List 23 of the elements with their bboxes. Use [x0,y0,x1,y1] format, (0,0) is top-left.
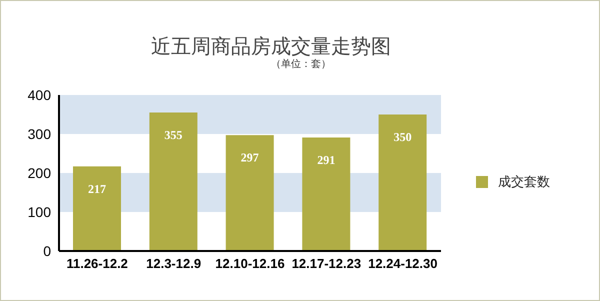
data-label: 350 [394,130,412,144]
bar [226,135,274,251]
bar [73,166,121,251]
y-tick-label: 300 [28,126,52,142]
bar [302,138,350,251]
data-label: 217 [88,182,106,196]
x-tick-label: 12.10-12.16 [215,256,285,272]
chart-title: 近五周商品房成交量走势图 [150,33,392,58]
x-tick-label: 11.26-12.2 [66,256,128,272]
y-tick-label: 400 [28,86,52,103]
y-tick-label: 100 [28,204,52,220]
x-tick-label: 12.3-12.9 [146,256,202,272]
bar [149,112,198,251]
chart-subtitle: （单位：套） [270,58,332,71]
x-tick-label: 12.17-12.23 [292,256,362,272]
data-label: 297 [240,150,259,165]
y-tick-label: 0 [43,242,52,259]
y-tick-label: 200 [28,164,52,181]
data-label: 291 [317,153,336,168]
bar [378,114,427,251]
data-label: 355 [164,128,182,142]
x-tick-label: 12.24-12.30 [368,256,438,272]
legend-label: 成交套数 [497,173,550,191]
